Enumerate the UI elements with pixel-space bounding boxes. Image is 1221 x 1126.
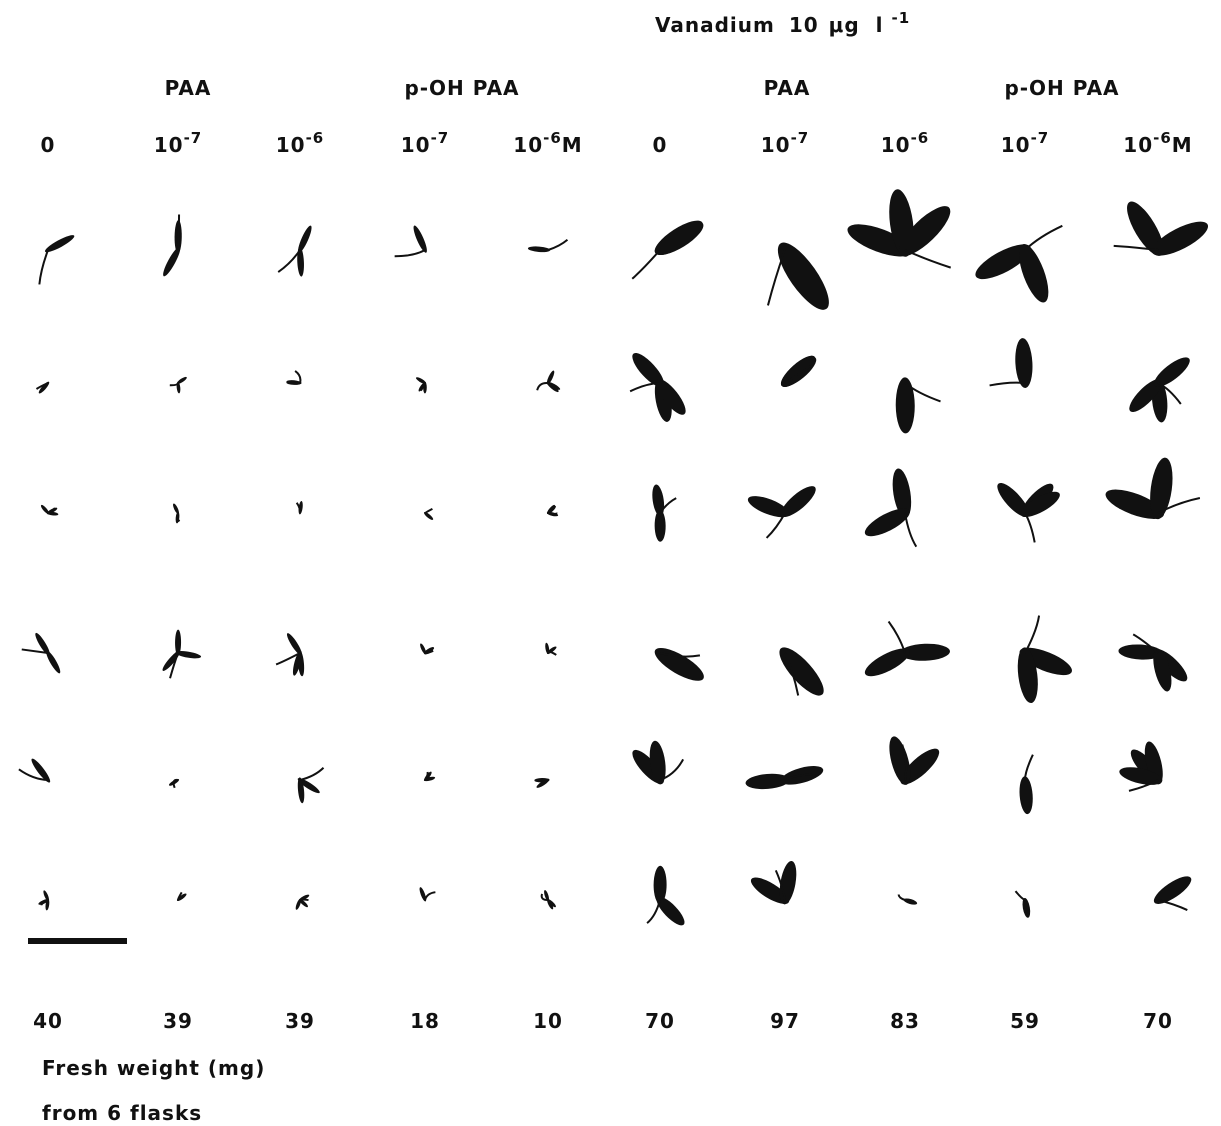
fresh-weight: 39 [163,1009,193,1033]
title-word: Vanadium [655,13,775,37]
column-label: 0 [653,133,668,157]
background [0,0,1221,1126]
column-label: 0 [41,133,56,157]
fresh-weight: 59 [1010,1009,1040,1033]
label-unit: M [562,133,583,157]
root [300,900,308,901]
title-unit: μg [829,13,860,37]
label-base: 0 [653,133,668,157]
label-base: 10 [1001,133,1031,157]
group-label: PAA [165,76,212,100]
fresh-weight: 18 [410,1009,440,1033]
label-base: 10 [761,133,791,157]
group-label: p-OH PAA [404,76,519,100]
label-exponent: -6 [1153,129,1172,147]
scale-bar [28,938,127,944]
label-base: 10 [276,133,306,157]
fresh-weight: 39 [285,1009,315,1033]
label-exponent: -7 [1031,129,1050,147]
label-base: 10 [513,133,543,157]
fresh-weight: 70 [1143,1009,1173,1033]
title-unit: l [876,13,884,37]
root [178,215,179,250]
fresh-weight: 40 [33,1009,63,1033]
fresh-weight: 10 [533,1009,563,1033]
fresh-weight: 83 [890,1009,920,1033]
label-exponent: -7 [184,129,203,147]
figure: Vanadium 10 μg l -1 Fresh weight (mg) fr… [0,0,1221,1126]
label-base: 10 [881,133,911,157]
label-base: 10 [401,133,431,157]
label-base: 0 [41,133,56,157]
caption-line: from 6 flasks [42,1101,202,1125]
group-label: PAA [764,76,811,100]
label-exponent: -6 [543,129,562,147]
title-exponent: -1 [892,9,911,27]
title-number: 10 [789,13,819,37]
label-exponent: -6 [911,129,930,147]
fresh-weight: 70 [645,1009,675,1033]
label-exponent: -7 [431,129,450,147]
group-label: p-OH PAA [1004,76,1119,100]
fresh-weight: 97 [770,1009,800,1033]
label-unit: M [1172,133,1193,157]
label-exponent: -7 [791,129,810,147]
caption-line: Fresh weight (mg) [42,1056,265,1080]
label-base: 10 [154,133,184,157]
label-base: 10 [1123,133,1153,157]
label-exponent: -6 [306,129,325,147]
